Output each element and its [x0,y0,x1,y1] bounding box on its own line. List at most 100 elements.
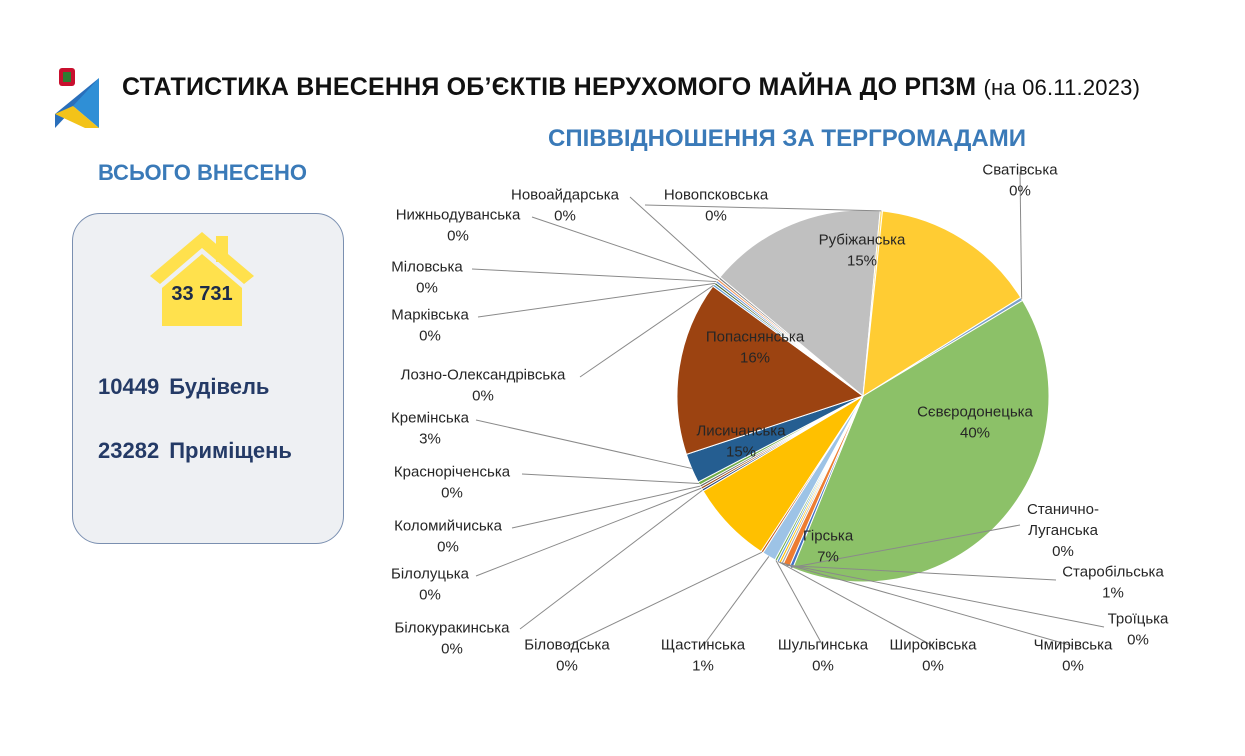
slice-percent: 0% [437,539,459,556]
leader-line [475,419,692,469]
slice-name: Сєвєродонецька [917,404,1033,421]
leader-line [702,556,770,647]
slice-name: Новопсковська [664,187,769,204]
slice-label: Щастинська 1% [661,637,746,675]
leader-line [775,560,824,647]
slice-name: Гірська [803,528,854,545]
slice-label: Старобільська 1% [1062,564,1164,602]
slice-name: Щастинська [661,637,746,654]
slice-name: Рубіжанська [819,232,906,249]
slice-label: Чмирівська 0% [1034,637,1113,675]
pie-slice [862,210,1022,397]
slice-percent: 7% [817,549,839,566]
slice-label: Гірська 7% [803,528,854,566]
slice-label: Нижньодуванська 0% [396,207,521,245]
leader-line [579,284,714,378]
slice-percent: 0% [1009,183,1031,200]
slice-percent: 16% [740,350,770,367]
leader-line [477,282,716,318]
leader-line [779,561,1074,647]
slice-label: Лисичанська 15% [696,423,786,461]
slice-percent: 15% [726,444,756,461]
total-heading: ВСЬОГО ВНЕСЕНО [98,160,307,185]
leader-line [471,268,717,283]
slice-percent: 0% [1127,632,1149,649]
leader-line [531,216,718,281]
slice-label: Широківська 0% [889,637,977,675]
slice-percent: 0% [812,658,834,675]
slice-name: Біловодська [524,637,610,654]
slice-name: Чмирівська [1034,637,1113,654]
leader-line [511,485,701,529]
leader-line [777,560,934,647]
slice-label: Лозно-Олександрівська 0% [401,367,566,405]
slice-percent: 0% [441,641,463,658]
slice-name: Широківська [889,637,977,654]
slice-label: Попаснянська 16% [706,329,805,367]
slice-name: Білолуцька [391,566,470,583]
leader-line [519,489,703,630]
leader-line [790,524,1021,569]
page-title: СТАТИСТИКА ВНЕСЕННЯ ОБ’ЄКТІВ НЕРУХОМОГО … [122,73,1141,101]
slice-percent: 0% [472,388,494,405]
slice-percent: 0% [419,328,441,345]
slice-label: Кремінська 3% [391,410,470,448]
house-icon [150,232,254,326]
slice-name: Новоайдарська [511,187,620,204]
buildings-label: Будівель [169,374,270,399]
slice-percent: 0% [447,228,469,245]
slice-name: Троїцька [1108,611,1169,628]
premises-label: Приміщень [169,438,292,463]
slice-name: Шульгинська [778,637,869,654]
slice-percent: 3% [419,431,441,448]
slice-label: Новопсковська 0% [664,187,769,225]
slice-percent: 15% [847,253,877,270]
pie-slice [676,285,865,456]
slice-percent: 0% [556,658,578,675]
slice-percent: 0% [1062,658,1084,675]
slice-name: Коломийчиська [394,518,502,535]
slice-percent: 40% [960,425,990,442]
leader-line [566,551,763,647]
slice-name: Луганська [1028,522,1098,539]
slice-name: Попаснянська [706,329,805,346]
slice-name: Станично- [1027,501,1099,518]
slice-name: Білокуракинська [395,620,511,637]
leader-line [644,204,882,212]
premises-count: 23282 [98,438,160,463]
logo-icon [55,68,99,128]
slice-label: Білолуцька 0% [391,566,470,604]
leader-line [475,487,702,577]
chart-title: СПІВВІДНОШЕННЯ ЗА ТЕРГРОМАДАМИ [548,125,1026,152]
slice-label: Марківська 0% [391,307,469,345]
slice-label: Новоайдарська 0% [511,187,620,225]
slice-percent: 1% [1102,585,1124,602]
slice-label: Біловодська 0% [524,637,610,675]
slice-label: Красноріченська 0% [394,464,511,502]
slice-name: Старобільська [1062,564,1164,581]
slice-label: Троїцька 0% [1108,611,1169,649]
slice-name: Марківська [391,307,469,324]
report-date: (на 06.11.2023) [983,75,1141,100]
leader-line [786,564,1057,581]
slice-label: Міловська 0% [391,259,463,297]
pie-slice [792,299,1050,583]
slice-percent: 0% [441,485,463,502]
slice-label: Коломийчиська 0% [394,518,502,556]
slice-percent: 0% [922,658,944,675]
slice-name: Міловська [391,259,463,276]
slice-label: Сєвєродонецька 40% [917,404,1033,442]
slice-name: Нижньодуванська [396,207,521,224]
total-value: 33 731 [171,283,233,305]
slice-label: Станично- Луганська 0% [1027,501,1099,560]
slice-name: Красноріченська [394,464,511,481]
buildings-stat: 10449 Будівель [98,374,269,400]
slice-label: Білокуракинська 0% [395,620,511,658]
leader-line [629,196,720,279]
slice-label: Рубіжанська 15% [819,232,906,270]
slice-percent: 0% [1052,543,1074,560]
slice-percent: 0% [705,208,727,225]
slice-label: Сватівська 0% [982,162,1058,200]
slice-label: Шульгинська 0% [778,637,869,675]
slice-name: Лозно-Олександрівська [401,367,566,384]
